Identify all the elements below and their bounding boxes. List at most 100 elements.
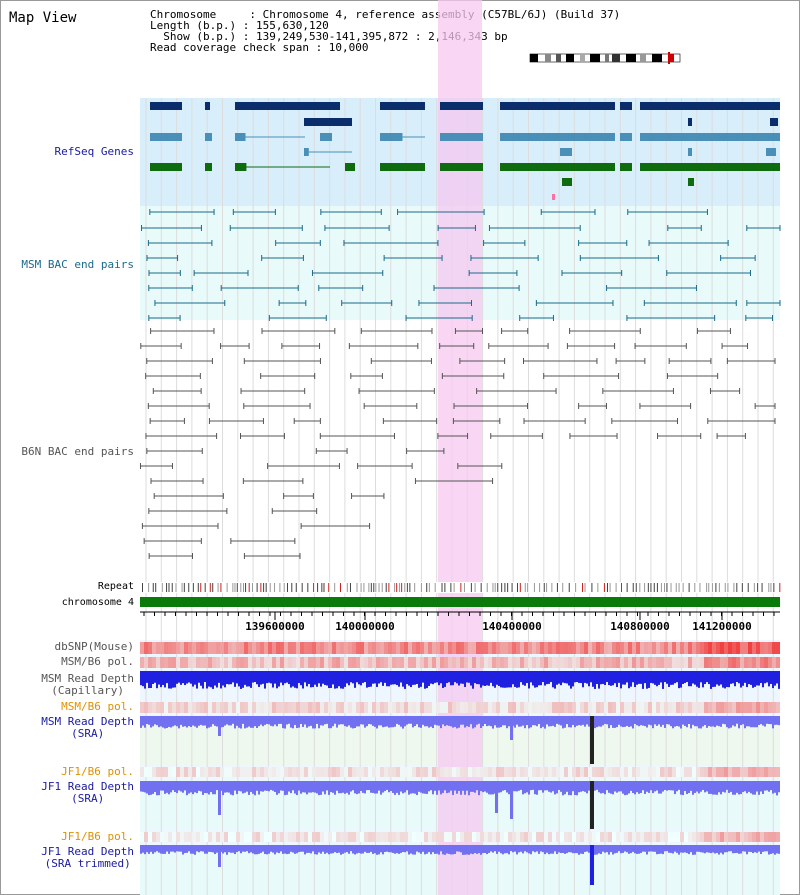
depth-bar (354, 781, 356, 794)
depth-bar (312, 845, 314, 852)
depth-bar (210, 716, 212, 727)
depth-bar (284, 716, 286, 729)
depth-bar (296, 671, 298, 689)
depth-bar (478, 716, 480, 724)
depth-bar (534, 845, 536, 853)
depth-bar (174, 845, 176, 853)
polymorphism-cell (664, 657, 668, 668)
depth-bar (364, 845, 366, 852)
depth-bar (532, 781, 534, 790)
depth-bar (208, 716, 210, 728)
depth-bar (148, 716, 150, 725)
polymorphism-cell (568, 767, 572, 777)
polymorphism-cell (236, 832, 240, 842)
depth-bar (554, 845, 556, 852)
depth-bar (724, 845, 726, 853)
depth-bar (750, 671, 752, 685)
depth-bar (658, 845, 660, 854)
depth-bar (618, 716, 620, 725)
polymorphism-cell (660, 642, 664, 654)
depth-bar (352, 671, 354, 684)
depth-bar (314, 671, 316, 685)
polymorphism-cell (672, 832, 676, 842)
depth-bar (418, 716, 420, 728)
depth-bar (300, 845, 302, 852)
polymorphism-cell (288, 657, 292, 668)
repeat-element (632, 583, 634, 592)
depth-bar (588, 781, 590, 791)
polymorphism-cell (240, 702, 244, 713)
depth-bar (690, 671, 692, 687)
polymorphism-cell (264, 702, 268, 713)
depth-bar (718, 671, 720, 686)
polymorphism-cell (432, 642, 436, 654)
polymorphism-cell (436, 832, 440, 842)
depth-bar (762, 671, 764, 688)
polymorphism-cell (660, 832, 664, 842)
polymorphism-cell (576, 657, 580, 668)
polymorphism-cell (288, 702, 292, 713)
polymorphism-cell (720, 702, 724, 713)
polymorphism-cell (260, 657, 264, 668)
depth-bar (342, 716, 344, 725)
polymorphism-cell (412, 657, 416, 668)
polymorphism-cell (724, 642, 728, 654)
repeat-element (404, 583, 406, 592)
polymorphism-cell (756, 657, 760, 668)
polymorphism-cell (768, 702, 772, 713)
depth-bar (454, 671, 456, 683)
polymorphism-cell (496, 657, 500, 668)
depth-bar (140, 845, 142, 854)
polymorphism-cell (468, 767, 472, 777)
depth-bar (464, 671, 466, 687)
polymorphism-cell (324, 642, 328, 654)
depth-bar (592, 671, 594, 687)
depth-bar (630, 671, 632, 687)
depth-bar (322, 845, 324, 852)
depth-bar (370, 716, 372, 725)
polymorphism-cell (220, 657, 224, 668)
depth-bar (266, 845, 268, 855)
polymorphism-cell (664, 642, 668, 654)
polymorphism-cell (724, 657, 728, 668)
polymorphism-cell (184, 657, 188, 668)
polymorphism-cell (680, 702, 684, 713)
depth-bar (624, 845, 626, 852)
polymorphism-cell (528, 767, 532, 777)
depth-bar (304, 716, 306, 725)
depth-bar (752, 716, 754, 728)
depth-bar (726, 781, 728, 790)
depth-bar (384, 845, 386, 853)
depth-bar (242, 671, 244, 688)
depth-bar (304, 671, 306, 683)
depth-bar (214, 671, 216, 686)
polymorphism-cell (256, 767, 260, 777)
depth-bar (214, 716, 216, 726)
depth-bar (140, 716, 142, 728)
repeat-element (301, 583, 303, 592)
depth-bar (740, 671, 742, 688)
depth-bar (534, 781, 536, 795)
depth-bar (240, 671, 242, 689)
depth-bar (732, 716, 734, 726)
repeat-element (409, 583, 411, 592)
depth-bar (310, 716, 312, 726)
depth-bar (750, 845, 752, 852)
depth-bar (166, 781, 168, 793)
depth-bar (158, 845, 160, 853)
polymorphism-cell (296, 702, 300, 713)
depth-bar (302, 845, 304, 852)
depth-bar (452, 845, 454, 855)
depth-bar (710, 671, 712, 689)
polymorphism-cell (148, 702, 152, 713)
depth-bar (466, 716, 468, 727)
polymorphism-cell (360, 642, 364, 654)
polymorphism-cell (400, 702, 404, 713)
polymorphism-cell (772, 832, 776, 842)
depth-bar (164, 781, 166, 794)
polymorphism-cell (176, 657, 180, 668)
polymorphism-cell (764, 702, 768, 713)
polymorphism-cell (180, 702, 184, 713)
depth-bar (498, 845, 500, 852)
